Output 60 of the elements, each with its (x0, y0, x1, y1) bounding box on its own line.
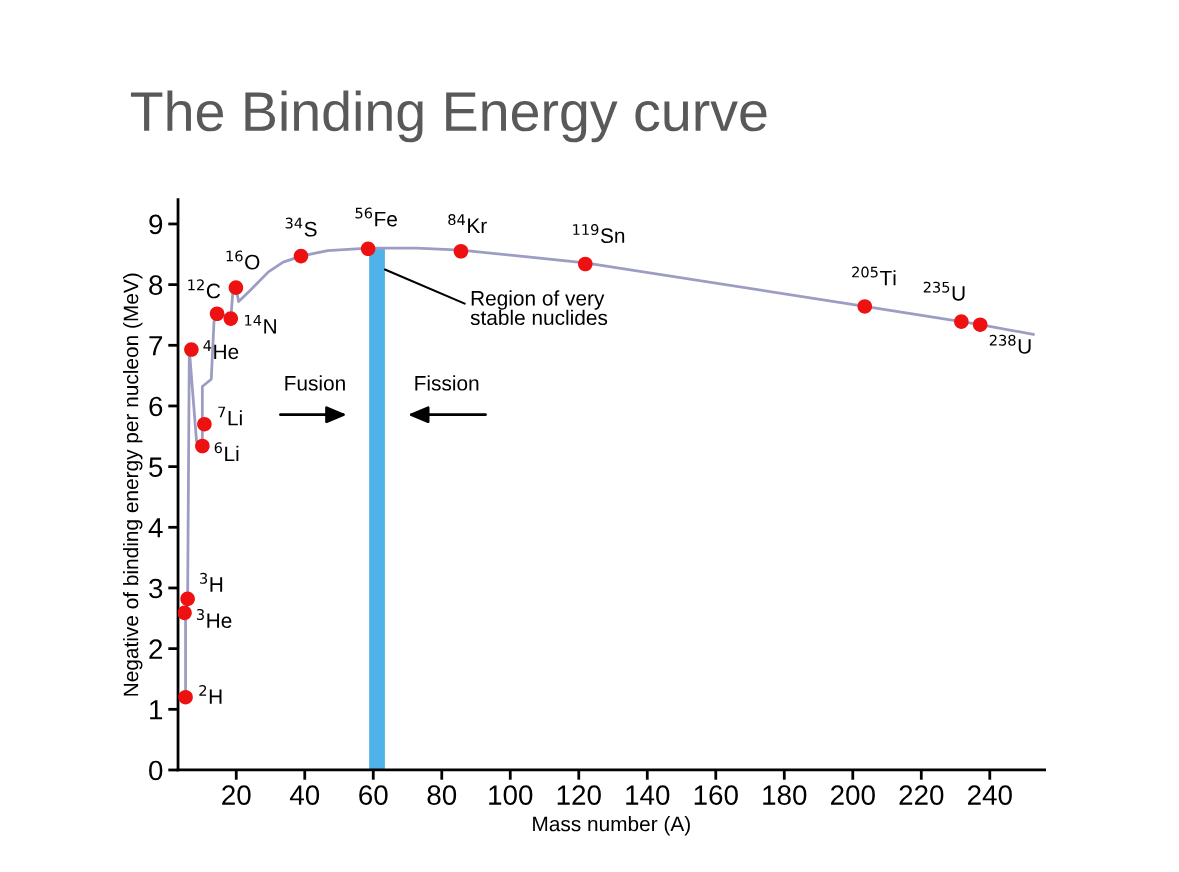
y-tick-label: 6 (149, 396, 163, 417)
point (857, 299, 873, 314)
annotation: $^{56}$Fe (355, 207, 397, 227)
annotation: $^{2}$H (199, 685, 222, 704)
point (178, 605, 192, 621)
y-tick-label: 2 (149, 639, 163, 659)
x-axis-title: Mass number (A) (533, 816, 690, 836)
x-tick-label: 160 (694, 785, 738, 805)
y-tick-label: 0 (149, 760, 163, 781)
annotation: $^{119}$Sn (573, 224, 625, 244)
x-tick-label: 140 (626, 785, 670, 805)
y-tick-label: 4 (148, 518, 163, 538)
annotation: $^{235}$U (923, 281, 965, 301)
annotation: $^{238}$U (989, 334, 1031, 354)
point (178, 689, 193, 705)
point (209, 306, 225, 322)
annotation: $^{12}$C (188, 279, 221, 299)
point (578, 256, 593, 272)
x-tick-label: 100 (489, 785, 533, 805)
annotation: $^{14}$N (245, 314, 276, 334)
x-tick-label: 180 (763, 785, 807, 805)
annotation: $^{7}$Li (218, 406, 242, 426)
y-tick-label: 9 (149, 214, 163, 235)
x-tick-label: 120 (557, 785, 601, 805)
point (197, 416, 212, 432)
annotation: $^{3}$He (196, 609, 232, 629)
x-tick-label: 80 (427, 785, 457, 805)
annotation: $^{84}$Kr (448, 214, 487, 233)
y-axis-title: Negative of binding energy per nucleon (MeV) (123, 273, 143, 696)
annotation: Fission (415, 375, 479, 391)
y-tick-label: 1 (150, 700, 163, 720)
annotation: $^{3}$H (200, 572, 223, 592)
point (184, 342, 199, 357)
point (360, 241, 376, 257)
annotation: $^{4}$He (203, 340, 239, 360)
point (293, 248, 309, 264)
annotation: $^{34}$S (285, 217, 317, 237)
annotation: Region of very stable nuclides (470, 290, 608, 326)
point (195, 438, 210, 454)
annotation: $^{6}$Li (214, 442, 239, 461)
y-tick-label: 7 (149, 336, 163, 356)
x-tick-label: 40 (289, 785, 320, 805)
x-tick-label: 200 (831, 785, 875, 805)
annotation: $^{16}$O (226, 250, 260, 270)
chart-title: The Binding Energy curve (130, 90, 767, 143)
y-tick-label: 8 (149, 275, 163, 295)
x-tick-label: 60 (359, 785, 388, 805)
point (972, 317, 988, 332)
annotation: $^{205}$Ti (852, 266, 896, 286)
x-tick-label: 240 (968, 785, 1012, 805)
y-tick-label: 3 (149, 578, 163, 599)
x-tick-label: 220 (899, 785, 944, 805)
annotation: Fusion (285, 375, 345, 391)
point (223, 311, 239, 326)
point (228, 280, 244, 295)
point (954, 314, 969, 329)
y-tick-label: 5 (149, 457, 163, 477)
x-tick-label: 20 (222, 785, 251, 805)
point (453, 243, 469, 259)
point (180, 591, 195, 607)
